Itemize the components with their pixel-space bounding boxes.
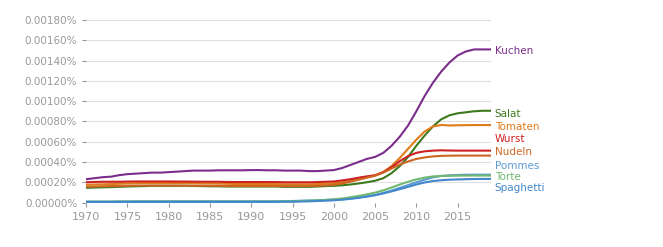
Text: Torte: Torte — [495, 172, 520, 182]
Text: Spaghetti: Spaghetti — [495, 183, 545, 193]
Text: Nudeln: Nudeln — [495, 147, 532, 157]
Text: Tomaten: Tomaten — [495, 122, 539, 132]
Text: Wurst: Wurst — [495, 134, 525, 144]
Text: Pommes: Pommes — [495, 161, 539, 171]
Text: Kuchen: Kuchen — [495, 46, 533, 57]
Text: Salat: Salat — [495, 109, 521, 119]
